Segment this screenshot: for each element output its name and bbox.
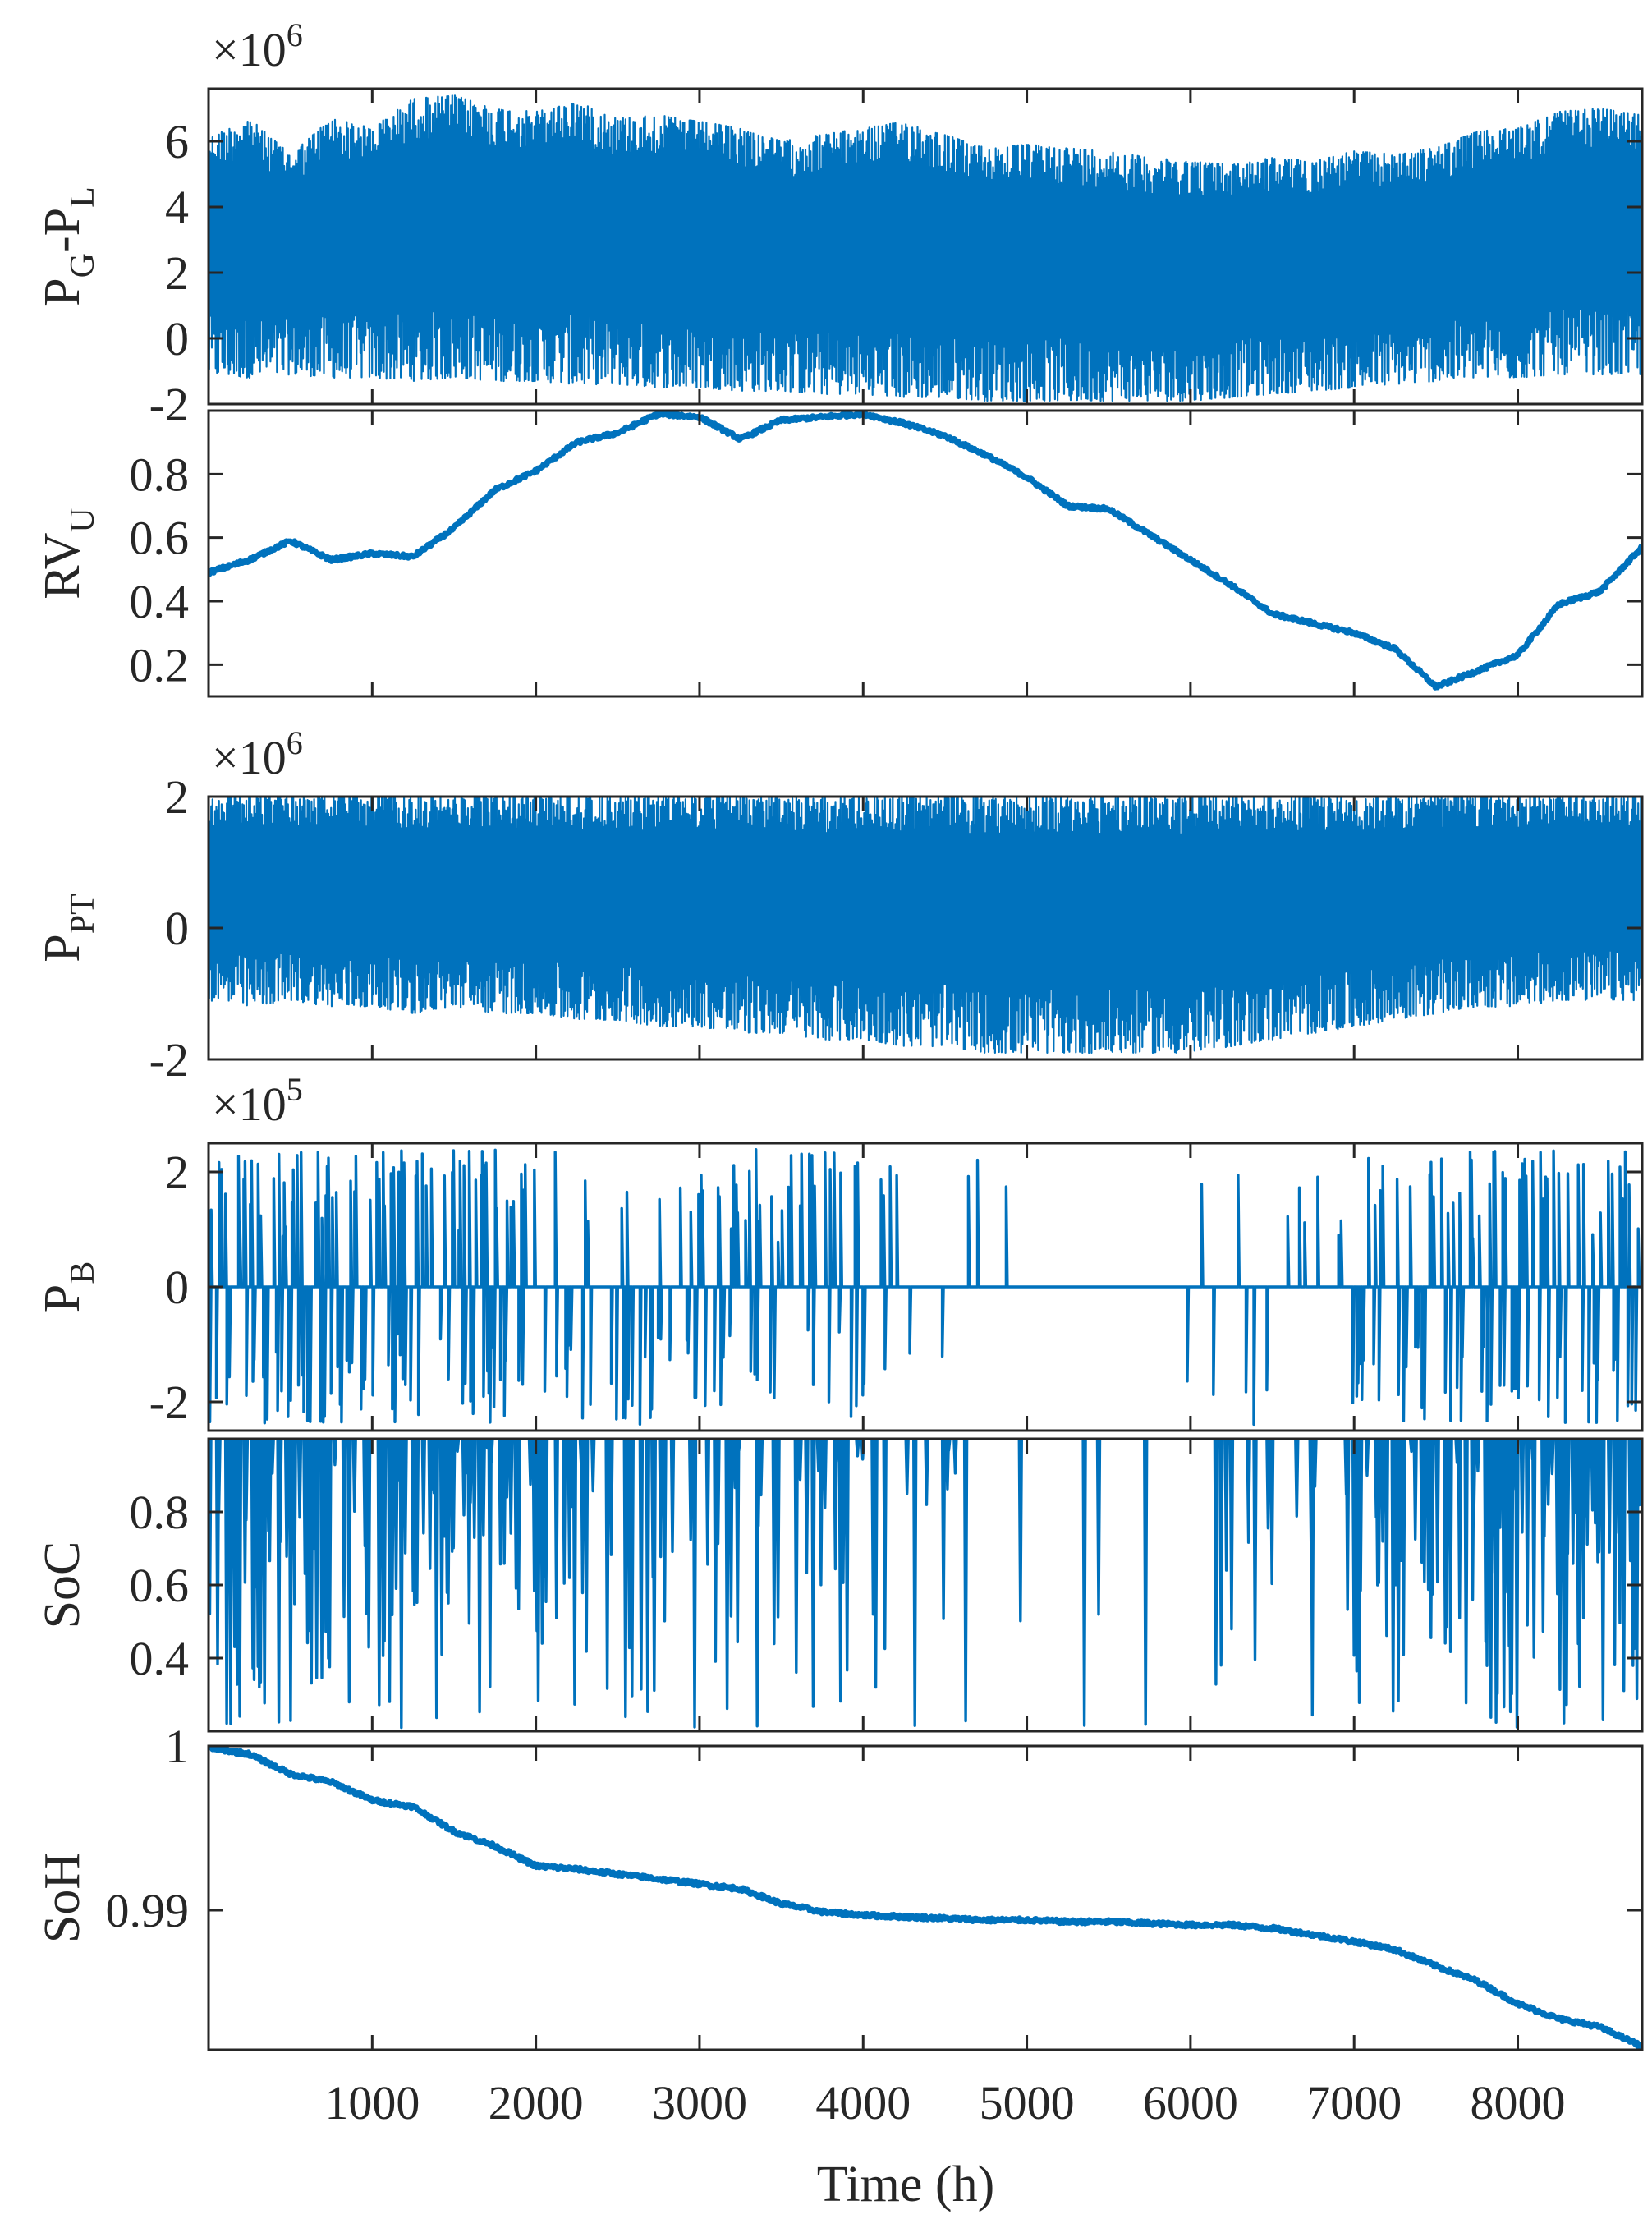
ytick-label-pb: 0	[165, 1261, 189, 1314]
ylabel-soc: SoC	[34, 1541, 90, 1629]
ytick-label-rvu: 0.2	[130, 638, 190, 691]
ytick-label-ppt: 0	[165, 902, 189, 955]
series-rvu	[209, 411, 1642, 691]
ytick-label-pb: -2	[149, 1376, 189, 1429]
ytick-label-soc: 0.4	[130, 1632, 190, 1685]
axes-frame-soh	[207, 1744, 1644, 2051]
series-ppt	[209, 797, 1642, 1054]
ytick-label-rvu: 0.8	[130, 448, 190, 501]
panel-pb: -2 0 2 ×105 PB	[34, 1071, 1644, 1432]
exponent-label-ppt: ×106	[212, 724, 303, 784]
series-soh	[209, 1746, 1642, 2050]
panel-rvu: 0.2 0.4 0.6 0.8 RVU	[34, 409, 1644, 698]
xtick-label: 7000	[1306, 2076, 1402, 2129]
ytick-label-pb: 2	[165, 1146, 189, 1199]
series-pb	[209, 1148, 1642, 1426]
ytick-label-ppt: 2	[165, 770, 189, 824]
ytick-label-rvu: 0.6	[130, 512, 190, 565]
ylabel-ppt: PPT	[34, 894, 102, 962]
panel-pgpl: -2 0 2 4 6 ×106 PG-PL	[34, 16, 1644, 431]
ytick-label-pgpl: -2	[149, 378, 189, 431]
exponent-label-pgpl: ×106	[212, 16, 303, 76]
series-pgpl	[209, 94, 1642, 402]
axes-frame-pgpl	[207, 87, 1644, 406]
axes-frame-rvu	[207, 409, 1644, 698]
xtick-label: 2000	[489, 2076, 584, 2129]
ylabel-pgpl: PG-PL	[34, 186, 102, 306]
xtick-label: 4000	[815, 2076, 911, 2129]
ytick-label-rvu: 0.4	[130, 575, 190, 628]
panel-soh: 0.99 1 SoH 1000 2000 3000 4000 5000 6000 7000 8000…	[34, 1720, 1644, 2212]
panel-soc: 0.4 0.6 0.8 SoC	[34, 1437, 1644, 1733]
xtick-label: 1000	[324, 2076, 420, 2129]
xtick-label: 6000	[1143, 2076, 1238, 2129]
ytick-label-pgpl: 2	[165, 246, 189, 300]
ytick-label-pgpl: 0	[165, 312, 189, 365]
ylabel-rvu: RVU	[34, 508, 102, 600]
ytick-label-pgpl: 4	[165, 181, 189, 234]
xlabel: Time (h)	[817, 2157, 994, 2212]
exponent-label-pb: ×105	[212, 1071, 303, 1131]
series-soc	[209, 1439, 1642, 1730]
ytick-label-soc: 0.6	[130, 1559, 190, 1612]
xtick-label: 3000	[652, 2076, 747, 2129]
ytick-label-ppt: -2	[149, 1033, 189, 1087]
xtick-label: 8000	[1471, 2076, 1566, 2129]
ylabel-pb: PB	[34, 1261, 102, 1313]
ytick-label-soh: 1	[165, 1720, 189, 1773]
ytick-label-soc: 0.8	[130, 1486, 190, 1539]
ytick-label-soh: 0.99	[106, 1884, 190, 1937]
ylabel-soh: SoH	[34, 1853, 90, 1943]
ytick-label-pgpl: 6	[165, 115, 189, 168]
xtick-label: 5000	[980, 2076, 1075, 2129]
panel-ppt: -2 0 2 ×106 PPT	[34, 724, 1644, 1087]
